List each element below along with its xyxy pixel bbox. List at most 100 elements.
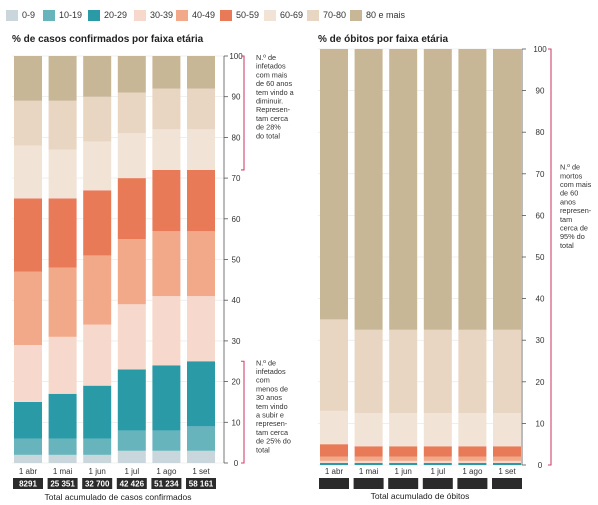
legend-swatch <box>307 9 319 21</box>
legend-swatch <box>134 9 146 21</box>
bar-segment <box>458 462 487 465</box>
y-tick-label: 70 <box>536 170 545 179</box>
bar-segment <box>493 413 521 447</box>
bar-segment <box>493 460 521 463</box>
legend-item: 80 e mais <box>350 8 405 22</box>
legend-swatch <box>264 9 276 21</box>
bar-segment <box>458 49 487 330</box>
bar-segment <box>152 231 181 297</box>
annotation-text: infetados <box>256 367 286 376</box>
bar-segment <box>458 456 487 461</box>
y-tick-label: 80 <box>536 128 545 137</box>
bar-segment <box>14 56 42 101</box>
legend-item: 10-19 <box>43 8 82 22</box>
legend-swatch <box>6 9 18 21</box>
annotation-text: mortos <box>560 171 583 180</box>
bar-segment <box>117 239 146 305</box>
x-tick-label: 1 jul <box>124 467 139 476</box>
y-tick-label: 10 <box>232 418 241 427</box>
total-box <box>47 478 78 489</box>
legend-item: 30-39 <box>134 8 173 22</box>
bar-segment <box>14 454 42 463</box>
bar-segment <box>48 336 77 394</box>
annotation-bracket <box>548 48 552 466</box>
annotation-text: 30 anos <box>256 393 282 402</box>
bar-segment <box>83 56 112 97</box>
annotation-text: com mais <box>256 70 288 79</box>
legend-label: 10-19 <box>59 10 83 20</box>
bar-segment <box>389 446 418 457</box>
bar-segment <box>117 304 146 370</box>
cases-chart: % de casos confirmados por faixa etária … <box>12 34 295 502</box>
y-tick-label: 60 <box>232 215 241 224</box>
bar-segment <box>458 446 487 457</box>
bar-segment <box>83 96 112 142</box>
total-value: 51 234 <box>154 480 179 489</box>
bar-segment <box>14 198 42 272</box>
x-tick-label: 1 ago <box>156 467 177 476</box>
bar-segment <box>354 456 383 461</box>
bar-segment <box>48 198 77 268</box>
legend-item: 60-69 <box>264 8 303 22</box>
bar-segment <box>117 133 146 179</box>
bar-segment <box>14 401 42 439</box>
legend-label: 40-49 <box>192 10 216 20</box>
annotation-text: tam cerca <box>256 114 289 123</box>
total-box <box>422 478 453 489</box>
bar-segment <box>458 460 487 463</box>
total-value: 42 426 <box>120 480 145 489</box>
bar-segment <box>83 324 112 386</box>
bar-segment <box>423 460 452 463</box>
total-box <box>186 478 216 489</box>
bar-segment <box>320 444 348 457</box>
y-tick-label: 100 <box>229 52 243 61</box>
bar-segment <box>83 141 112 191</box>
bar-segment <box>187 129 215 170</box>
x-tick-label: 1 mai <box>359 467 379 476</box>
legend-swatch <box>43 9 55 21</box>
y-tick-label: 60 <box>536 211 545 220</box>
total-box <box>457 478 488 489</box>
bar-segment <box>389 462 418 465</box>
y-tick-label: 80 <box>232 133 241 142</box>
annotation-text: represen- <box>560 206 592 215</box>
total-box <box>319 478 349 489</box>
annotation-text: 95% do <box>560 232 585 241</box>
bar-segment <box>152 169 181 232</box>
annotation-text: tam <box>560 215 572 224</box>
total-box <box>492 478 522 489</box>
bar-segment <box>187 450 215 463</box>
bar-segment <box>152 88 181 130</box>
legend-item: 0-9 <box>6 8 35 22</box>
legend-item: 40-49 <box>176 8 215 22</box>
x-axis-title: Total acumulado de casos confirmados <box>45 492 192 502</box>
bar-segment <box>320 460 348 463</box>
total-box <box>82 478 113 489</box>
total-value: 25 351 <box>50 480 75 489</box>
annotation-text: de 60 <box>560 189 578 198</box>
bar-segment <box>48 267 77 337</box>
bar-segment <box>493 329 521 413</box>
x-tick-label: 1 mai <box>53 467 73 476</box>
bar-segment <box>117 56 146 93</box>
legend-label: 20-29 <box>104 10 128 20</box>
bar-segment <box>423 456 452 461</box>
bar-segment <box>14 438 42 455</box>
total-value: 8291 <box>19 480 37 489</box>
bar-segment <box>48 56 77 101</box>
annotation-text: anos <box>560 197 576 206</box>
bar-segment <box>187 56 215 89</box>
bar-segment <box>320 410 348 445</box>
bar-segment <box>187 296 215 362</box>
bar-segment <box>48 454 77 463</box>
bar-segment <box>389 456 418 461</box>
bar-segment <box>117 430 146 451</box>
chart-legend: 0-9 10-19 20-29 30-39 40-49 50-59 60-69 70-80 80… <box>6 8 596 24</box>
bar-segment <box>152 430 181 451</box>
deaths-chart: % de óbitos por faixa etária 0 10 20 30 40 50… <box>318 34 592 501</box>
bar-segment <box>423 49 452 330</box>
bar-segment <box>152 56 181 89</box>
annotation-text: de 28% <box>256 123 281 132</box>
bar-segment <box>320 456 348 461</box>
